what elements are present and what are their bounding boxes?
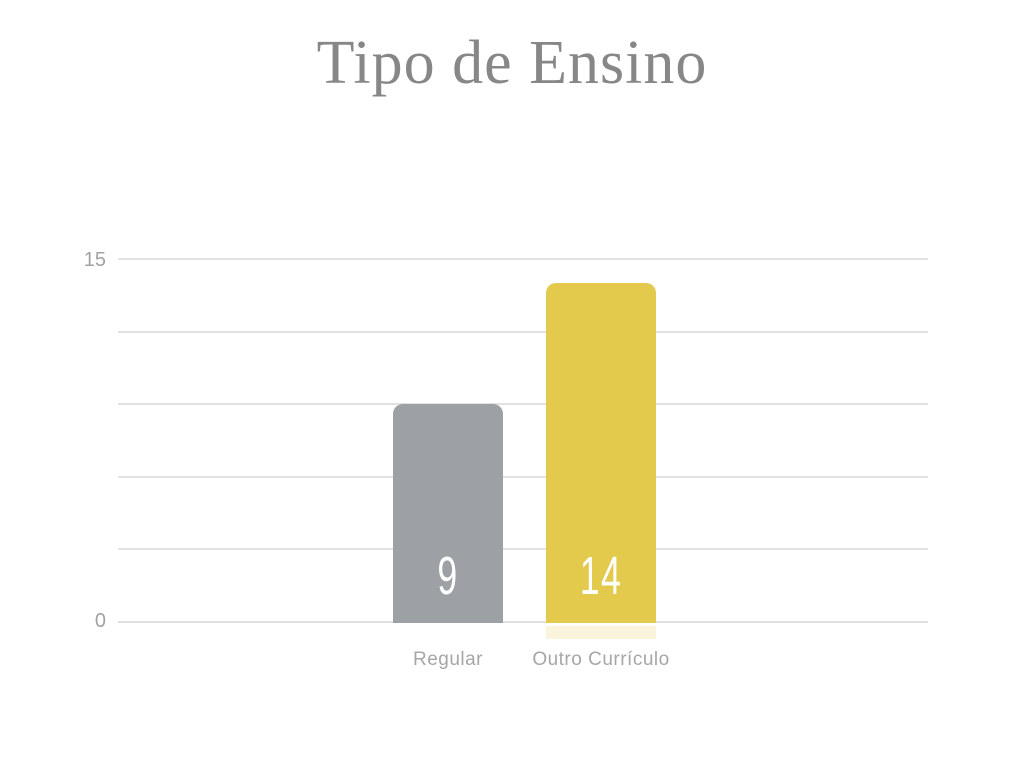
chart-title: Tipo de Ensino (316, 29, 708, 97)
x-axis-label-outro-curriculo: Outro Currículo (532, 649, 670, 670)
gridline (118, 403, 928, 406)
gridline (118, 330, 928, 333)
bar-value-label: 14 (579, 546, 623, 606)
gridline (118, 258, 928, 260)
bar-value-label: 9 (437, 546, 459, 606)
y-axis-tick-zero: 0 (94, 610, 106, 632)
gridline (118, 475, 928, 478)
bar-reflection (546, 626, 656, 639)
gridline (118, 621, 928, 623)
plot-area: 15 0 9 14 Regular Outro Currículo (84, 250, 928, 670)
gridline (118, 548, 928, 551)
bar-outro-curriculo: 14 (546, 283, 656, 623)
x-axis-label-regular: Regular (412, 649, 484, 670)
y-axis-tick-max: 15 (83, 249, 106, 271)
bar-regular: 9 (393, 404, 503, 623)
